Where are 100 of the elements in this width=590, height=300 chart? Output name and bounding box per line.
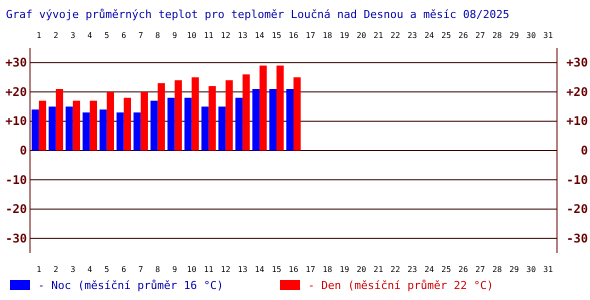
y2-tick-label: -10 xyxy=(566,172,588,187)
x-tick-label: 29 xyxy=(509,31,520,40)
bar xyxy=(201,106,209,150)
x-tick-label: 1 xyxy=(36,31,42,40)
category-label: 1 xyxy=(36,265,42,274)
x-tick-label: 24 xyxy=(424,31,434,40)
category-label: 11 xyxy=(204,265,214,274)
category-label: 17 xyxy=(306,265,316,274)
bar xyxy=(100,110,107,150)
x-tick-label: 10 xyxy=(186,31,197,40)
bar xyxy=(124,98,131,150)
y2-tick-label: +20 xyxy=(566,84,588,99)
x-tick-label: 23 xyxy=(407,31,418,40)
bar xyxy=(140,92,148,150)
bar xyxy=(208,86,216,150)
y-tick-label: -20 xyxy=(5,202,27,216)
category-label: 29 xyxy=(509,265,519,274)
category-label: 8 xyxy=(155,265,160,274)
bar xyxy=(276,66,284,150)
x-tick-label: 2 xyxy=(53,31,58,40)
category-label: 14 xyxy=(254,265,264,274)
x-tick-label: 18 xyxy=(322,31,332,40)
x-tick-label: 6 xyxy=(121,31,126,40)
category-label: 31 xyxy=(543,265,553,274)
bar xyxy=(252,89,260,150)
bar xyxy=(116,112,124,150)
bar xyxy=(226,80,233,150)
category-label: 20 xyxy=(356,265,366,274)
category-label: 30 xyxy=(526,265,536,274)
x-tick-label: 15 xyxy=(272,31,282,40)
category-label: 19 xyxy=(340,265,350,274)
x-tick-label: 31 xyxy=(543,31,554,40)
category-label: 18 xyxy=(322,265,332,274)
x-tick-label: 9 xyxy=(172,31,178,40)
category-label: 2 xyxy=(53,265,58,274)
x-tick-label: 16 xyxy=(288,31,298,40)
category-label: 10 xyxy=(186,265,196,274)
x-tick-label: 3 xyxy=(70,31,76,40)
bar xyxy=(32,110,39,150)
category-label: 12 xyxy=(220,265,230,274)
legend-label: - Noc (měsíční průměr 16 °C) xyxy=(38,279,224,292)
category-label: 7 xyxy=(138,265,144,274)
bar xyxy=(106,92,114,150)
x-tick-label: 19 xyxy=(340,31,350,40)
x-tick-label: 8 xyxy=(155,31,160,40)
y2-tick-label: 0 xyxy=(580,144,588,158)
bar xyxy=(260,66,267,150)
bar xyxy=(218,106,226,150)
x-tick-label: 27 xyxy=(475,31,486,40)
legend-label: - Den (měsíční průměr 22 °C) xyxy=(308,279,494,292)
bar xyxy=(269,89,277,150)
x-tick-label: 7 xyxy=(138,31,144,40)
x-tick-label: 4 xyxy=(87,31,92,40)
category-label: 3 xyxy=(70,265,76,274)
y2-tick-label: +30 xyxy=(566,56,588,70)
category-label: 16 xyxy=(288,265,298,274)
x-tick-label: 14 xyxy=(254,31,265,40)
bar xyxy=(82,112,90,150)
x-tick-label: 20 xyxy=(356,31,366,40)
bar xyxy=(294,77,301,150)
bar xyxy=(286,89,294,150)
category-label: 13 xyxy=(238,265,248,274)
category-label: 24 xyxy=(424,265,434,274)
bar xyxy=(72,100,80,150)
bar xyxy=(174,80,182,150)
y-tick-label: +10 xyxy=(5,114,27,128)
category-label: 28 xyxy=(492,265,502,274)
x-tick-label: 12 xyxy=(220,31,231,40)
category-label: 25 xyxy=(441,265,452,274)
bar xyxy=(66,106,73,150)
bar xyxy=(192,77,199,150)
x-tick-label: 11 xyxy=(204,31,214,40)
category-label: 27 xyxy=(475,265,486,274)
bar xyxy=(90,100,98,150)
category-label: 5 xyxy=(104,265,110,274)
y2-tick-label: -20 xyxy=(566,202,588,216)
x-tick-label: 30 xyxy=(526,31,536,40)
category-label: 23 xyxy=(407,265,418,274)
bar xyxy=(242,74,250,150)
x-tick-label: 22 xyxy=(390,31,400,40)
x-tick-label: 5 xyxy=(104,31,110,40)
bar xyxy=(235,98,243,150)
bar xyxy=(167,98,175,150)
y2-tick-label: +10 xyxy=(566,114,588,128)
y-tick-label: -10 xyxy=(5,172,27,187)
x-tick-label: 13 xyxy=(238,31,248,40)
x-tick-label: 28 xyxy=(492,31,502,40)
bar xyxy=(48,106,56,150)
y-tick-label: -30 xyxy=(5,231,27,246)
bar xyxy=(38,100,46,150)
y-tick-label: +20 xyxy=(5,84,27,99)
y-tick-label: +30 xyxy=(5,56,27,70)
category-label: 15 xyxy=(272,265,282,274)
category-label: 6 xyxy=(121,265,126,274)
bar xyxy=(56,89,64,150)
bar xyxy=(158,83,165,150)
y2-tick-label: -30 xyxy=(566,231,588,246)
category-label: 22 xyxy=(390,265,400,274)
category-label: 9 xyxy=(172,265,178,274)
bar xyxy=(134,112,141,150)
